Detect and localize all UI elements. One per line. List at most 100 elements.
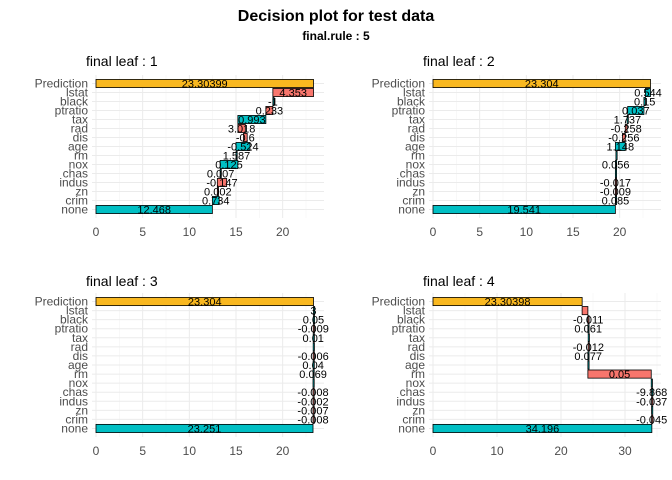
bar-value-label: 0.037 — [622, 106, 650, 118]
y-tick-label: crim — [402, 412, 425, 426]
bar-value-label: 0.05 — [609, 369, 630, 381]
y-tick-label: indus — [396, 394, 425, 408]
bar-rm — [312, 369, 315, 379]
bar-value-label: -0.6 — [236, 133, 255, 145]
bar-age — [312, 360, 315, 370]
y-tick-label: indus — [59, 394, 88, 408]
bar-indus — [312, 396, 315, 406]
y-tick-label: Prediction — [35, 77, 88, 91]
panel-title: final leaf : 1 — [86, 53, 158, 69]
bar-zn — [614, 187, 617, 196]
bar-value-label: -0.008 — [297, 387, 328, 399]
y-tick-label: nox — [406, 158, 425, 172]
bar-Prediction — [95, 79, 314, 88]
bar-value-label: 19.541 — [507, 205, 541, 217]
y-tick-label: black — [60, 95, 89, 109]
y-tick-label: nox — [69, 158, 88, 172]
bar-value-label: 3.018 — [228, 124, 256, 136]
bar-value-label: -0.045 — [636, 414, 667, 426]
bar-chas — [651, 387, 654, 397]
bar-ptratio — [627, 106, 645, 115]
bar-tax — [626, 115, 629, 124]
y-tick-label: rad — [71, 340, 88, 354]
bar-black — [272, 97, 275, 106]
bar-tax — [312, 333, 315, 343]
y-tick-label: crim — [65, 412, 88, 426]
bar-ptratio — [265, 106, 274, 115]
panel-title: final leaf : 3 — [86, 273, 158, 289]
bar-none — [95, 205, 213, 214]
bar-rad — [587, 342, 590, 352]
bar-value-label: -0.256 — [608, 133, 639, 145]
y-tick-label: rm — [74, 367, 88, 381]
y-tick-label: age — [405, 358, 425, 372]
y-tick-label: dis — [73, 131, 88, 145]
panel-title: final leaf : 2 — [423, 53, 495, 69]
y-tick-label: none — [61, 421, 88, 435]
y-tick-label: lstat — [66, 304, 89, 318]
bar-value-label: 23.251 — [188, 423, 222, 435]
bar-value-label: 0.061 — [574, 324, 602, 336]
bar-value-label: 0.002 — [204, 187, 232, 199]
x-tick-label: 20 — [276, 225, 290, 239]
y-tick-label: nox — [69, 376, 88, 390]
bar-lstat — [581, 306, 589, 316]
bar-value-label: -0.002 — [297, 396, 328, 408]
x-tick-label: 5 — [139, 444, 146, 458]
bar-value-label: 1.587 — [223, 151, 251, 163]
bar-dis — [622, 133, 626, 142]
bar-tax — [237, 115, 267, 124]
y-tick-label: Prediction — [35, 295, 88, 309]
bar-dis — [243, 133, 248, 142]
y-tick-label: none — [61, 203, 88, 217]
x-tick-label: 15 — [566, 225, 580, 239]
y-tick-label: zn — [75, 403, 88, 417]
panels: final leaf : 1Predictionlstatblackptrati… — [35, 53, 668, 458]
bar-value-label: 0.233 — [256, 106, 284, 118]
bar-value-label: 0.05 — [303, 315, 324, 327]
bar-zn — [216, 187, 219, 196]
bar-nox — [219, 160, 239, 169]
bar-lstat — [645, 88, 651, 97]
y-tick-label: chas — [63, 385, 88, 399]
bar-value-label: 34.196 — [526, 423, 560, 435]
bar-value-label: -0.011 — [573, 315, 603, 327]
bar-value-label: -0.009 — [298, 324, 329, 336]
bar-nox — [650, 378, 653, 388]
bar-value-label: 0.01 — [303, 333, 324, 345]
bar-value-label: -0.006 — [298, 351, 329, 363]
x-tick-label: 20 — [613, 225, 627, 239]
panel-title: final leaf : 4 — [423, 273, 495, 289]
y-tick-label: ptratio — [55, 104, 89, 118]
x-tick-label: 15 — [229, 225, 243, 239]
y-tick-label: dis — [410, 131, 425, 145]
chart-subtitle: final.rule : 5 — [302, 29, 370, 43]
x-tick-label: 0 — [93, 225, 100, 239]
y-tick-label: age — [405, 140, 425, 154]
y-tick-label: ptratio — [55, 322, 89, 336]
y-tick-label: rad — [71, 122, 88, 136]
y-tick-label: crim — [65, 194, 88, 208]
bar-rm — [587, 369, 652, 379]
y-tick-label: lstat — [66, 86, 89, 100]
y-tick-label: zn — [75, 185, 88, 199]
x-tick-label: 0 — [430, 225, 437, 239]
bar-value-label: 23.30399 — [182, 79, 228, 91]
panel-1: final leaf : 1 Predictionlstatblackptrati… — [35, 53, 324, 239]
y-tick-label: none — [398, 203, 425, 217]
y-tick-label: zn — [412, 185, 425, 199]
x-tick-label: 10 — [183, 444, 197, 458]
x-tick-label: 20 — [554, 444, 568, 458]
bar-crim — [651, 414, 654, 424]
bar-value-label: 0.056 — [602, 160, 630, 172]
x-tick-label: 30 — [618, 444, 632, 458]
bar-value-label: -1 — [268, 97, 278, 109]
bar-dis — [587, 351, 590, 361]
y-tick-label: dis — [410, 349, 425, 363]
bar-ptratio — [587, 324, 590, 334]
bar-black — [643, 97, 646, 106]
bar-value-label: -0.012 — [573, 342, 604, 354]
x-tick-label: 15 — [229, 444, 243, 458]
bar-zn — [312, 405, 315, 415]
